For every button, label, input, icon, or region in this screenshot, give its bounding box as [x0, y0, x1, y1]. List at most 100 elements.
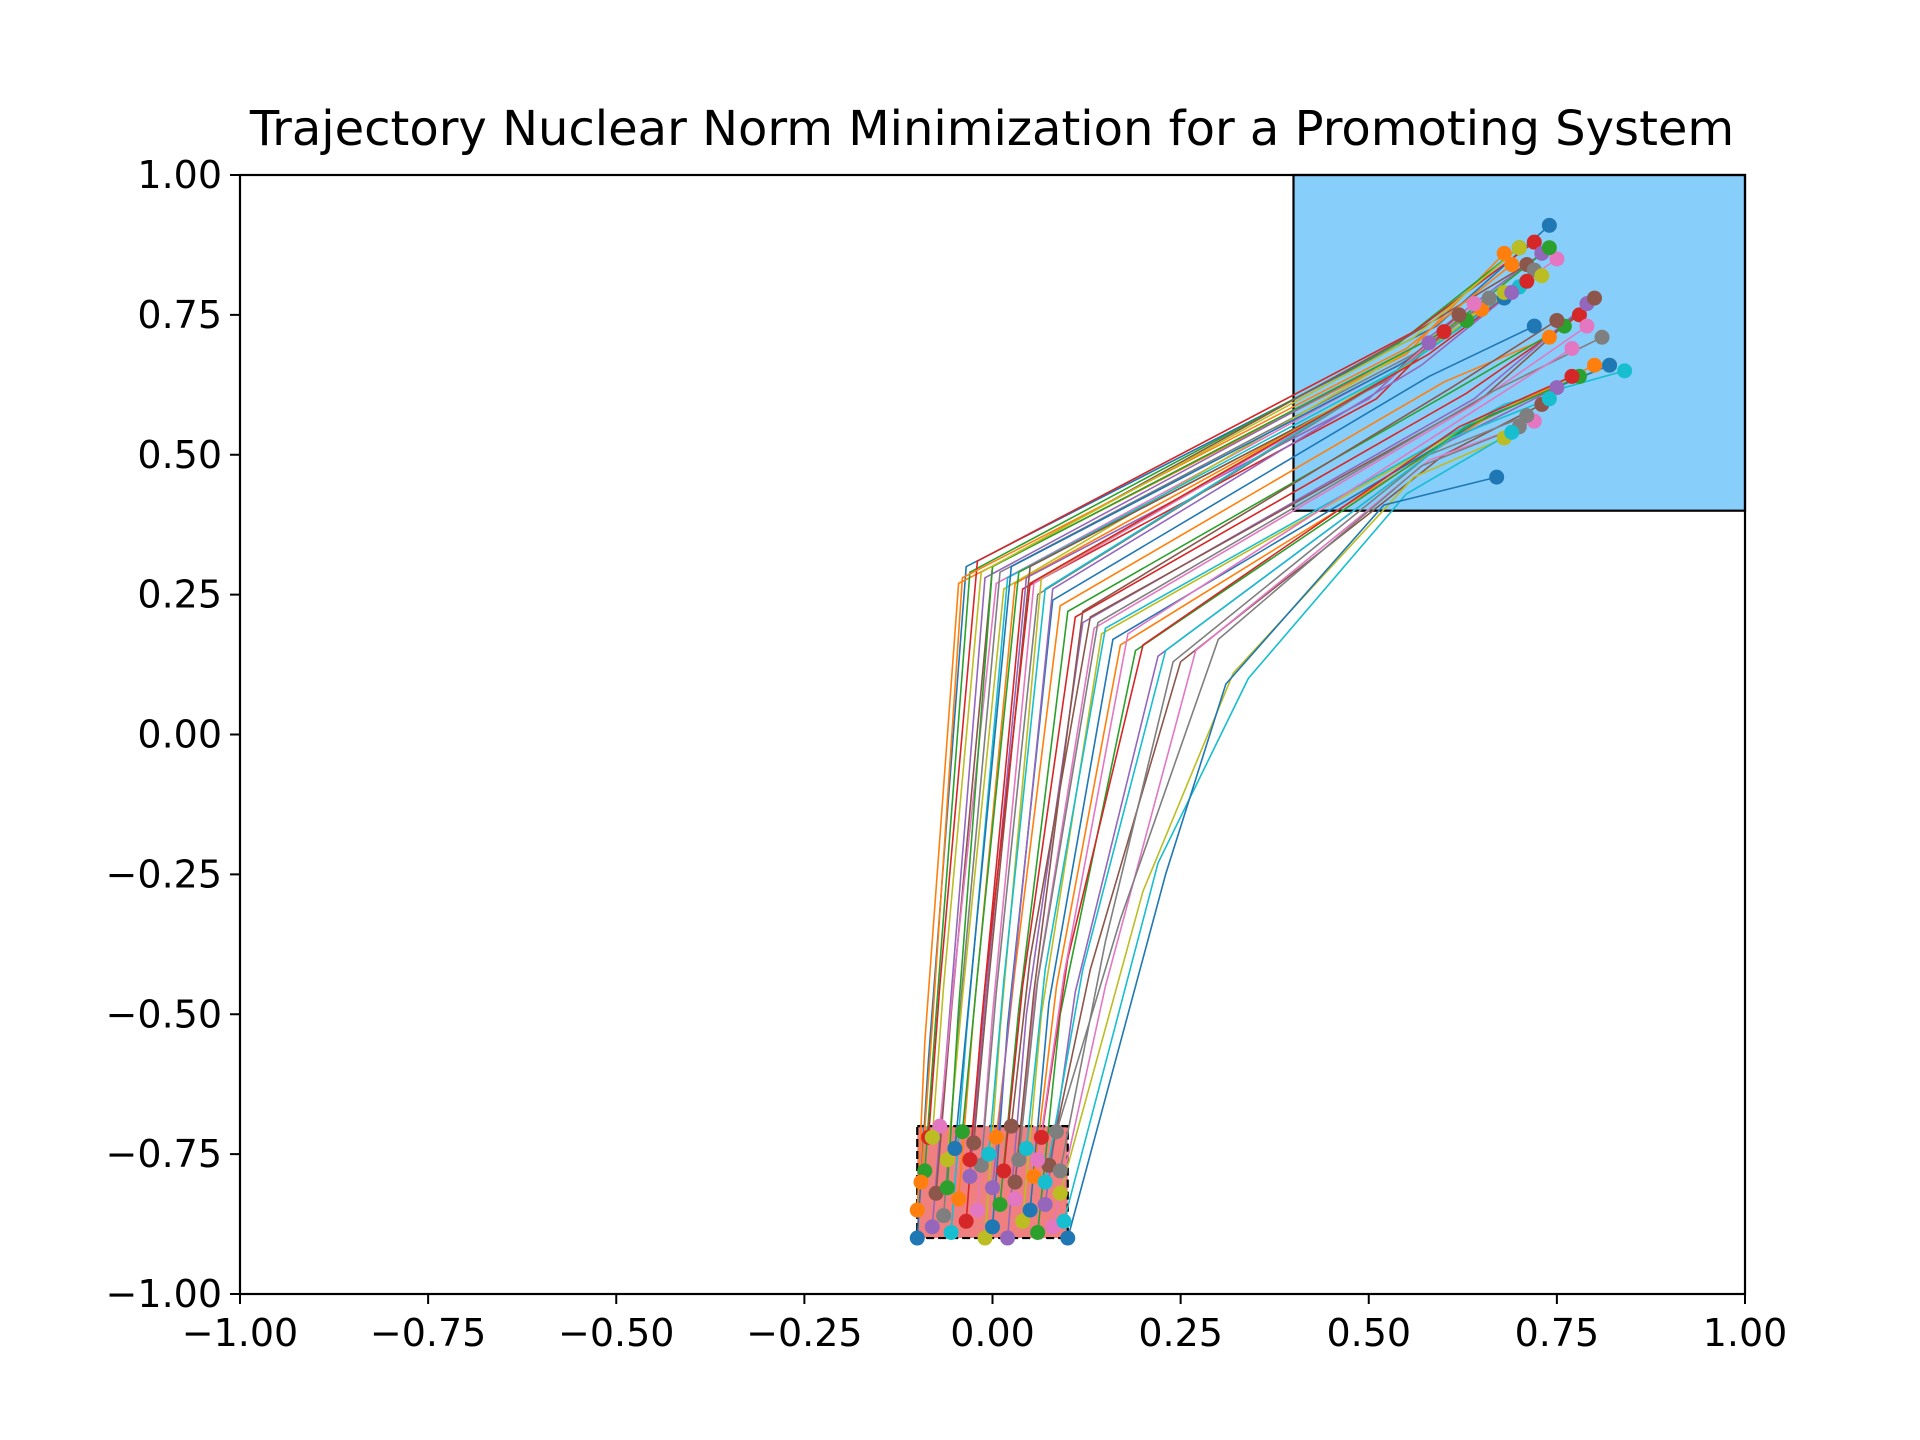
- trajectory-line: [924, 247, 1520, 1171]
- trajectory-line: [999, 325, 1565, 1205]
- trajectory-start-point: [1007, 1174, 1023, 1190]
- trajectory-start-point: [1033, 1129, 1049, 1145]
- trajectory-line: [969, 342, 1430, 1177]
- trajectory-start-point: [996, 1163, 1012, 1179]
- trajectory-end-point: [1587, 357, 1602, 373]
- trajectory-start-point: [928, 1185, 944, 1201]
- trajectory-start-point: [1000, 1230, 1016, 1246]
- trajectory-start-point: [969, 1202, 985, 1218]
- trajectory-end-point: [1489, 469, 1505, 485]
- x-tick-label: 1.00: [1703, 1311, 1788, 1355]
- chart-title: Trajectory Nuclear Norm Minimization for…: [249, 101, 1734, 157]
- trajectory-start-point: [973, 1157, 989, 1173]
- trajectory-start-point: [1048, 1124, 1064, 1140]
- trajectory-start-point: [1037, 1196, 1053, 1212]
- trajectory-line: [1059, 414, 1528, 1172]
- trajectory-start-point: [1030, 1152, 1046, 1168]
- trajectory-line: [991, 291, 1513, 1188]
- trajectory-start-point: [1007, 1191, 1023, 1207]
- x-tick-label: 0.25: [1138, 1311, 1223, 1355]
- trajectory-start-point: [1015, 1213, 1031, 1229]
- trajectory-line: [1010, 297, 1596, 1127]
- trajectory-line: [969, 280, 1528, 1160]
- trajectory-line: [1040, 375, 1573, 1138]
- x-tick-label: 0.50: [1326, 1311, 1411, 1355]
- target-region: [1292, 173, 1747, 512]
- y-tick-label: 0.25: [137, 573, 222, 617]
- trajectory-end-point: [1564, 368, 1580, 384]
- trajectory-end-point: [1436, 324, 1452, 340]
- trajectory-start-point: [1056, 1213, 1072, 1229]
- trajectory-start-point: [954, 1124, 970, 1140]
- trajectory-line: [1014, 319, 1558, 1183]
- y-tick-label: −1.00: [106, 1272, 222, 1316]
- trajectory-line: [1044, 398, 1550, 1183]
- trajectory-line: [1006, 303, 1588, 1239]
- trajectory-start-point: [977, 1230, 993, 1246]
- trajectory-line: [920, 263, 1513, 1183]
- x-tick-label: −0.50: [558, 1311, 674, 1355]
- trajectory-start-point: [1011, 1152, 1027, 1168]
- trajectory-start-point: [1003, 1118, 1019, 1134]
- trajectory-end-point: [1519, 408, 1535, 424]
- trajectory-start-point: [1052, 1185, 1068, 1201]
- trajectory-start-point: [936, 1208, 952, 1224]
- y-tick-label: −0.25: [106, 852, 222, 896]
- trajectory-end-point: [1481, 290, 1497, 306]
- x-tick-label: 0.75: [1515, 1311, 1600, 1355]
- trajectory-start-point: [924, 1219, 940, 1235]
- trajectory-end-point: [1519, 273, 1535, 289]
- trajectory-start-point: [913, 1174, 929, 1190]
- trajectory-end-point: [1549, 380, 1565, 396]
- trajectory-start-point: [958, 1213, 974, 1229]
- trajectory-end-point: [1534, 268, 1550, 284]
- trajectory-end-point: [1511, 240, 1527, 256]
- trajectory-start-point: [1022, 1202, 1038, 1218]
- trajectory-line: [1067, 476, 1497, 1239]
- trajectory-end-point: [1571, 307, 1587, 323]
- trajectory-start-point: [909, 1202, 925, 1218]
- trajectory-line: [931, 247, 1520, 1138]
- trajectory-start-point: [1045, 1219, 1061, 1235]
- trajectory-start-point: [909, 1230, 925, 1246]
- trajectory-start-point: [1052, 1163, 1068, 1179]
- trajectory-start-point: [932, 1118, 948, 1134]
- trajectory-start-point: [951, 1191, 967, 1207]
- trajectory-end-point: [1526, 234, 1542, 250]
- trajectory-line: [1036, 375, 1580, 1233]
- trajectory-line: [916, 252, 1505, 1211]
- y-tick-label: 0.00: [137, 713, 222, 757]
- trajectory-end-point: [1496, 245, 1512, 261]
- x-tick-label: −0.75: [370, 1311, 486, 1355]
- trajectory-end-point: [1602, 357, 1618, 373]
- trajectory-start-point: [981, 1146, 997, 1162]
- trajectory-start-point: [939, 1152, 955, 1168]
- trajectory-line: [1063, 431, 1513, 1222]
- trajectory-line: [1018, 336, 1603, 1160]
- x-axis: −1.00 −0.75 −0.50 −0.25 0.00 0.25 0.50 0.75 1.00: [182, 1294, 1788, 1355]
- trajectory-line: [1051, 420, 1535, 1228]
- trajectory-start-point: [1060, 1230, 1076, 1246]
- trajectory-start-point: [985, 1219, 1000, 1235]
- trajectory-start-point: [1037, 1174, 1053, 1190]
- trajectory-end-point: [1504, 424, 1520, 440]
- trajectory-start-point: [1018, 1141, 1034, 1157]
- trajectory-start-point: [1030, 1224, 1046, 1240]
- x-tick-label: 0.00: [950, 1311, 1035, 1355]
- trajectory-end-point: [1541, 240, 1557, 256]
- trajectory-end-point: [1617, 363, 1633, 379]
- trajectory-line: [927, 241, 1535, 1138]
- y-tick-label: 1.00: [137, 153, 222, 197]
- trajectory-end-point: [1541, 391, 1557, 407]
- trajectory-end-point: [1421, 335, 1437, 351]
- markers-layer: [909, 217, 1633, 1246]
- trajectory-end-point: [1549, 251, 1565, 267]
- trajectory-end-point: [1564, 340, 1580, 356]
- trajectory-line: [1059, 437, 1505, 1194]
- trajectory-line: [972, 314, 1460, 1143]
- y-tick-label: −0.75: [106, 1132, 222, 1176]
- trajectory-start-point: [924, 1129, 940, 1145]
- y-tick-label: 0.50: [137, 433, 222, 477]
- trajectory-start-point: [992, 1196, 1008, 1212]
- trajectory-line: [976, 303, 1475, 1211]
